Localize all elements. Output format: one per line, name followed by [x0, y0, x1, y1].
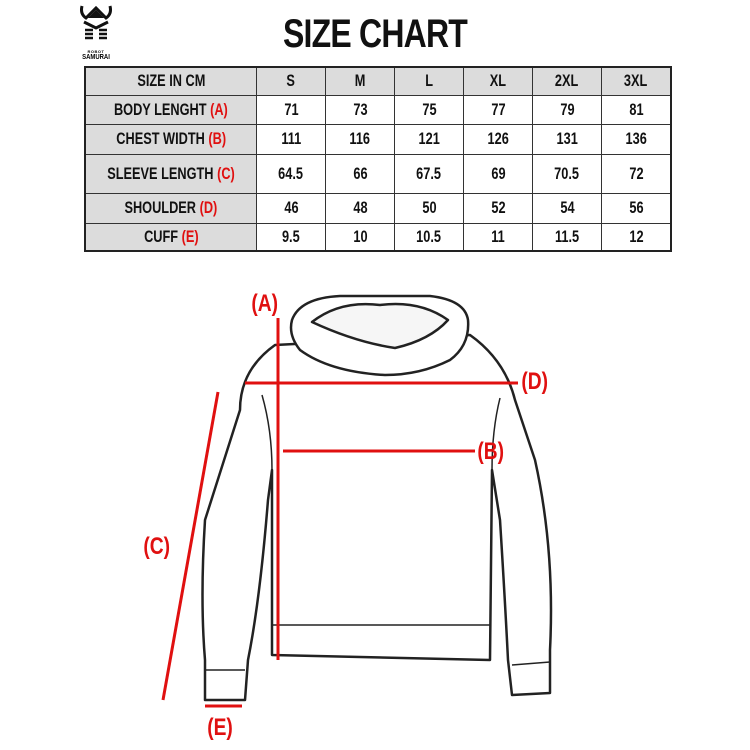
- table-row: CUFF (E) 9.5 10 10.5 11 11.5 12: [84, 222, 672, 252]
- row-label: SLEEVE LENGTH (C): [84, 153, 258, 194]
- cell: 10.5: [394, 222, 465, 252]
- cell: 116: [325, 123, 396, 155]
- cell: 72: [601, 153, 672, 194]
- header-cell: 2XL: [532, 66, 603, 96]
- row-label: BODY LENGHT (A): [84, 94, 258, 125]
- cell: 11.5: [532, 222, 603, 252]
- cell: 75: [394, 94, 465, 125]
- cell: 126: [463, 123, 534, 155]
- cell: 121: [394, 123, 465, 155]
- label-b: (B): [477, 438, 504, 465]
- cell: 71: [256, 94, 327, 125]
- cell: 52: [463, 192, 534, 224]
- brand-logo: ROBOT SAMURAI: [78, 4, 114, 61]
- row-label: SHOULDER (D): [84, 192, 258, 224]
- row-label: CUFF (E): [84, 222, 258, 252]
- table-row: SLEEVE LENGTH (C) 64.5 66 67.5 69 70.5 7…: [84, 153, 672, 194]
- cell: 136: [601, 123, 672, 155]
- hoodie-outline: [201, 294, 553, 702]
- samurai-helmet-icon: [80, 5, 112, 40]
- size-table: SIZE IN CM S M L XL 2XL 3XL BODY LENGHT …: [84, 66, 673, 252]
- cell: 66: [325, 153, 396, 194]
- cell: 11: [463, 222, 534, 252]
- cell: 12: [601, 222, 672, 252]
- cell: 9.5: [256, 222, 327, 252]
- cell: 131: [532, 123, 603, 155]
- cell: 111: [256, 123, 327, 155]
- page-title: SIZE CHART: [283, 12, 468, 56]
- measure-line-c: [161, 391, 220, 701]
- cell: 70.5: [532, 153, 603, 194]
- table-row: BODY LENGHT (A) 71 73 75 77 79 81: [84, 94, 672, 125]
- label-a: (A): [251, 290, 278, 317]
- label-c: (C): [143, 533, 170, 560]
- logo-subtitle: ROBOT: [87, 49, 105, 54]
- label-e: (E): [207, 714, 233, 741]
- measurement-lines: [161, 318, 518, 708]
- cell: 48: [325, 192, 396, 224]
- cell: 81: [601, 94, 672, 125]
- header-cell: 3XL: [601, 66, 672, 96]
- cell: 64.5: [256, 153, 327, 194]
- label-d: (D): [521, 368, 548, 395]
- header-cell: XL: [463, 66, 534, 96]
- logo-name: SAMURAI: [82, 54, 110, 61]
